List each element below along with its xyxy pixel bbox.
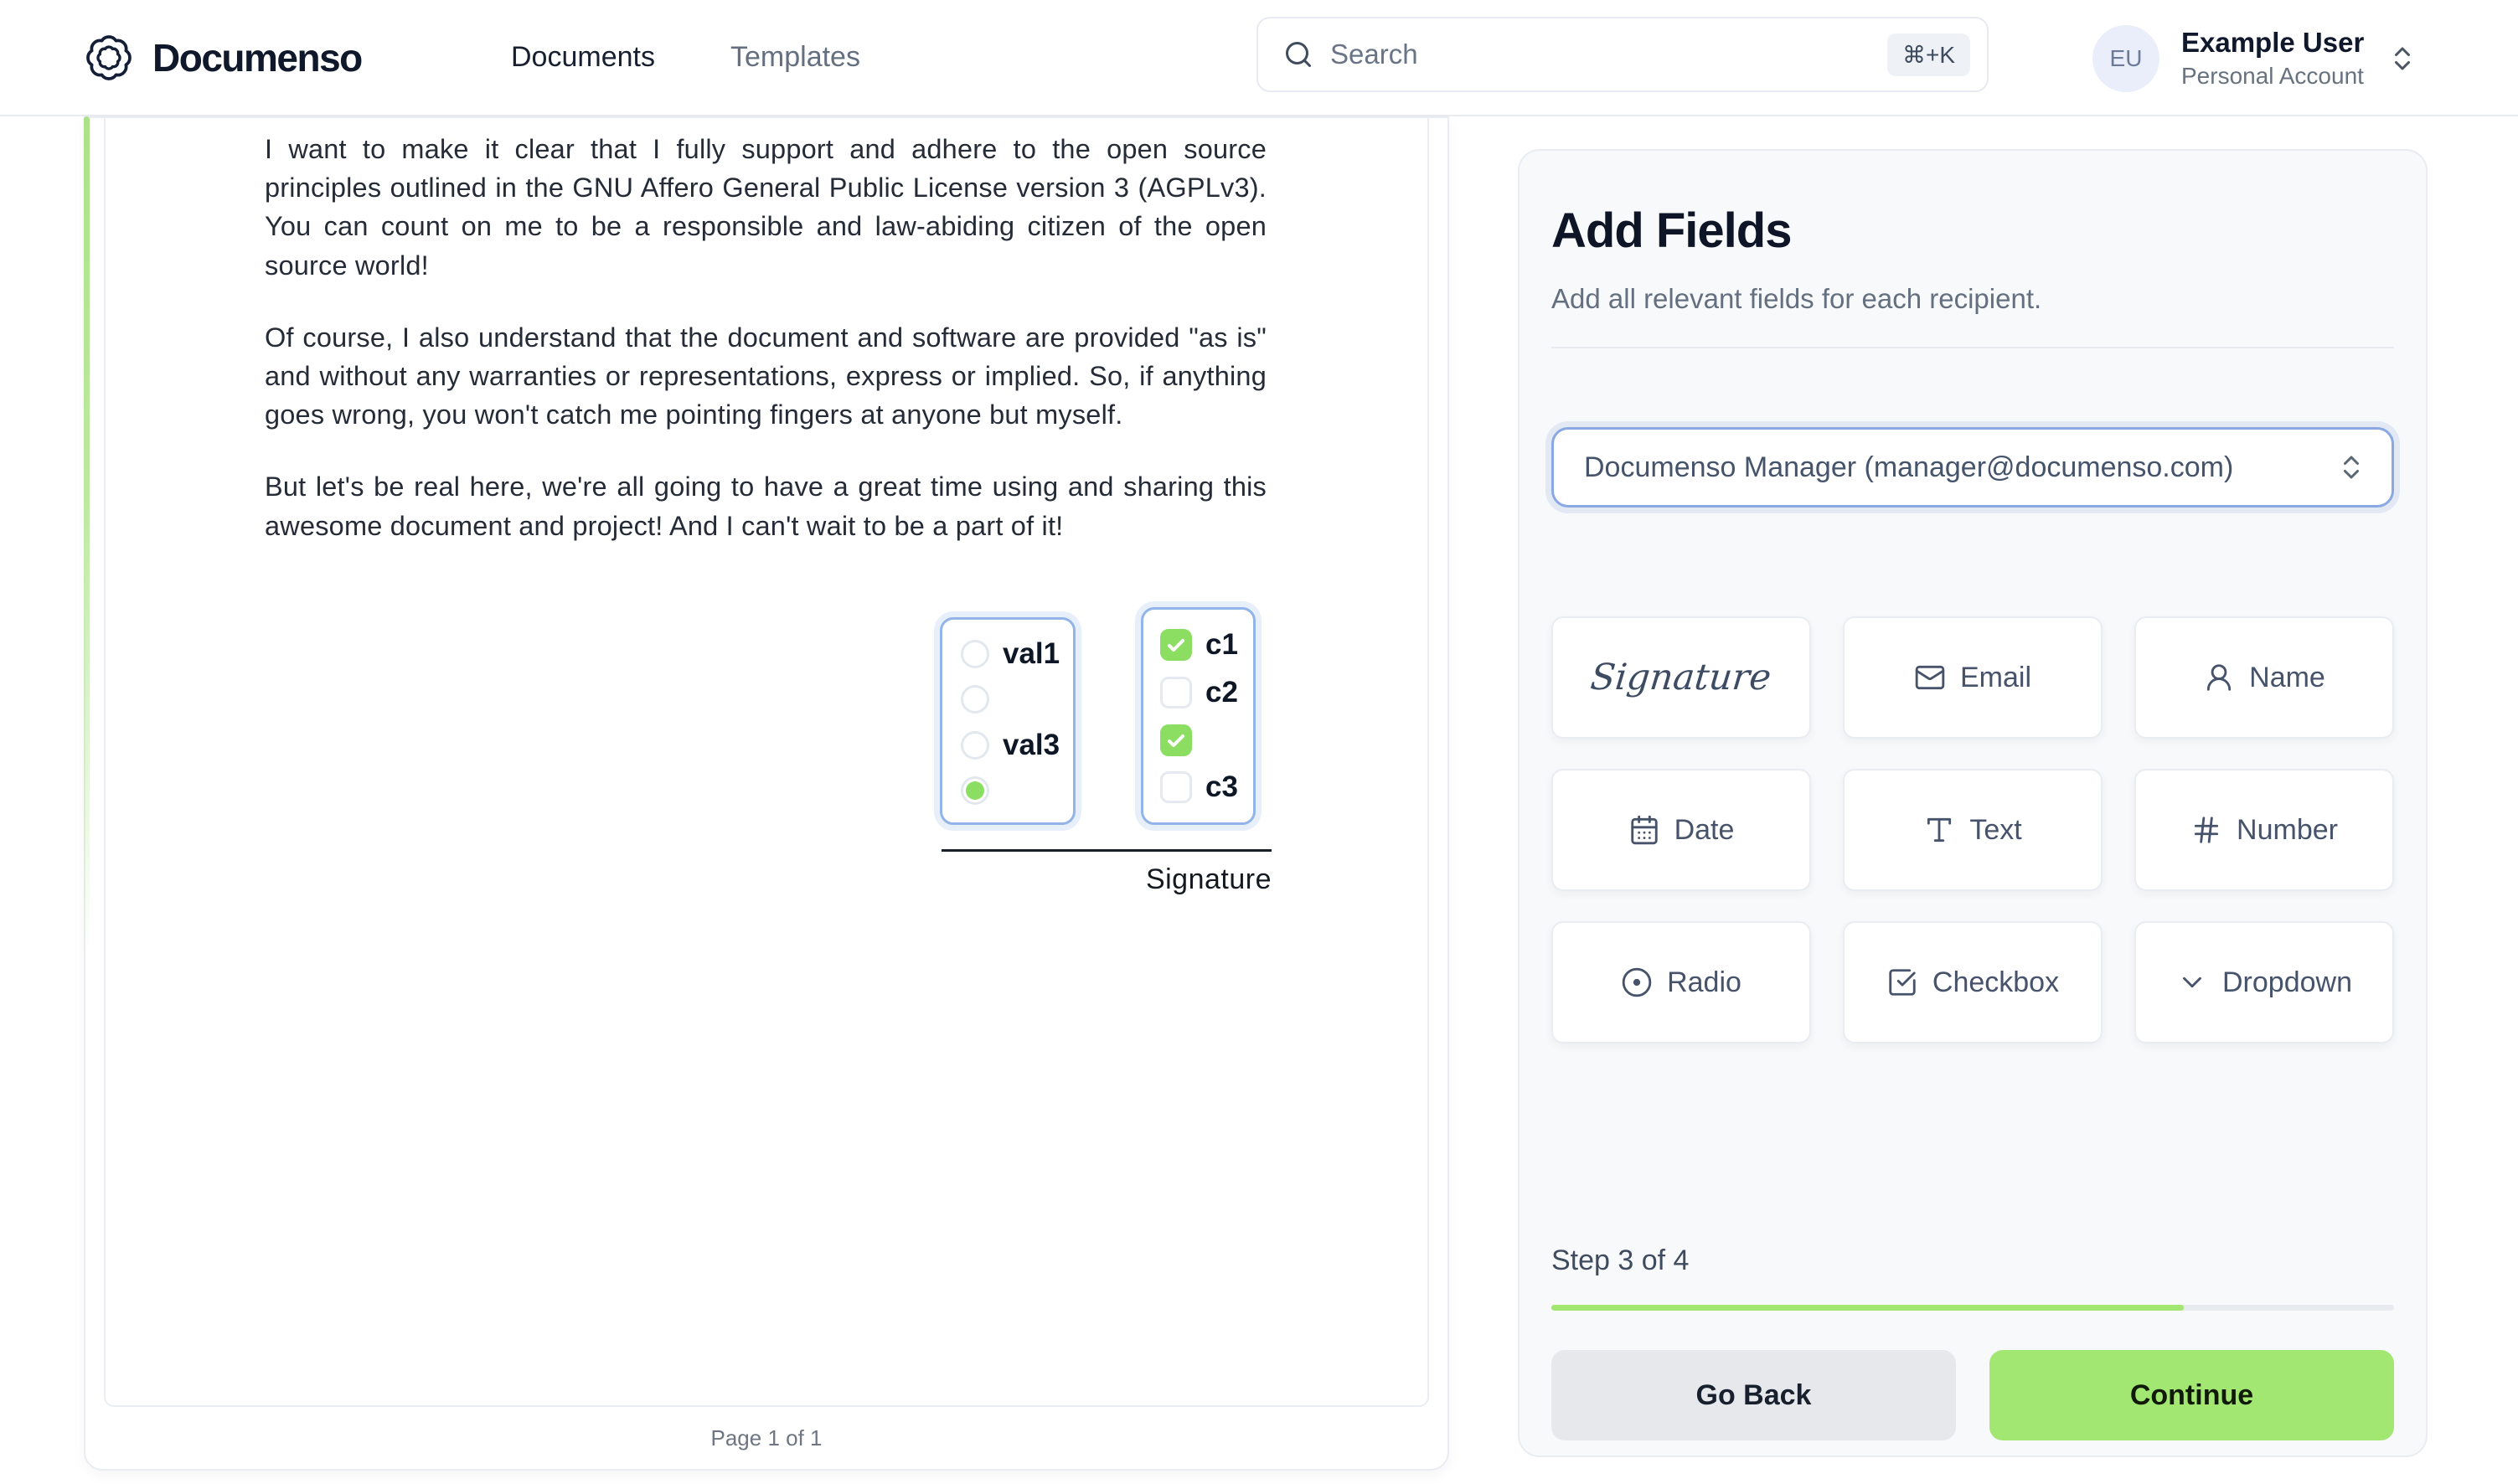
signature-line-label: Signature bbox=[1145, 863, 1272, 895]
chevrons-up-down-icon bbox=[2387, 44, 2417, 74]
checkbox[interactable] bbox=[1160, 677, 1192, 709]
field-button-dropdown[interactable]: Dropdown bbox=[2134, 921, 2394, 1043]
top-navbar: Documenso Documents Templates ⌘+K EU Exa… bbox=[0, 0, 2518, 116]
checkbox[interactable] bbox=[1160, 770, 1192, 803]
field-button-text[interactable]: Text bbox=[1843, 769, 2103, 891]
document-text: I want to make it clear that I fully sup… bbox=[265, 130, 1267, 579]
checkbox-icon bbox=[1886, 966, 1918, 998]
radio-option[interactable]: val1 bbox=[961, 637, 1073, 671]
checkbox-option[interactable] bbox=[1160, 724, 1253, 756]
field-button-label: Number bbox=[2237, 813, 2338, 846]
step-indicator: Step 3 of 4 bbox=[1551, 1244, 1690, 1276]
nav-link-templates[interactable]: Templates bbox=[730, 41, 860, 73]
user-account-type: Personal Account bbox=[2181, 63, 2364, 89]
field-button-label: Email bbox=[1959, 661, 2032, 693]
page-indicator: Page 1 of 1 bbox=[710, 1425, 823, 1451]
search-input[interactable] bbox=[1313, 39, 1887, 70]
document-paragraph: Of course, I also understand that the do… bbox=[265, 322, 1267, 430]
radio-button[interactable] bbox=[961, 775, 989, 805]
nav-link-documents[interactable]: Documents bbox=[511, 41, 655, 73]
brand-name: Documenso bbox=[152, 35, 363, 80]
radio-option-label: val3 bbox=[1003, 728, 1060, 761]
field-button-number[interactable]: Number bbox=[2134, 769, 2394, 891]
panel-title: Add Fields bbox=[1551, 204, 1792, 258]
checkbox-option[interactable]: c1 bbox=[1160, 628, 1253, 662]
user-icon bbox=[2203, 662, 2235, 693]
calendar-icon bbox=[1628, 814, 1660, 846]
progress-bar bbox=[1551, 1305, 2394, 1311]
checkbox-field-group[interactable]: c1 c2 c3 bbox=[1141, 607, 1256, 825]
field-button-email[interactable]: Email bbox=[1843, 616, 2103, 739]
type-icon bbox=[1923, 814, 1955, 846]
checkbox-option-label: c2 bbox=[1205, 676, 1238, 709]
continue-button[interactable]: Continue bbox=[1989, 1350, 2394, 1440]
divider bbox=[1551, 347, 2394, 348]
progress-fill bbox=[1551, 1305, 2184, 1311]
checkbox-option[interactable]: c3 bbox=[1160, 770, 1253, 804]
document-page: I want to make it clear that I fully sup… bbox=[104, 118, 1429, 1407]
radio-button[interactable] bbox=[961, 640, 989, 668]
panel-subtitle: Add all relevant fields for each recipie… bbox=[1551, 283, 2042, 314]
hash-icon bbox=[2190, 814, 2222, 846]
document-paragraph: But let's be real here, we're all going … bbox=[265, 471, 1267, 541]
recipient-selector[interactable]: Documenso Manager (manager@documenso.com… bbox=[1551, 427, 2394, 508]
documenso-logo[interactable]: Documenso bbox=[84, 0, 363, 115]
field-button-label: Checkbox bbox=[1932, 966, 2060, 998]
field-button-date[interactable]: Date bbox=[1551, 769, 1811, 891]
scroll-accent-indicator bbox=[84, 116, 90, 954]
avatar: EU bbox=[2092, 25, 2159, 92]
field-button-label: Dropdown bbox=[2222, 966, 2352, 998]
checkbox-option[interactable]: c2 bbox=[1160, 676, 1253, 709]
signature-line bbox=[942, 849, 1272, 852]
recipient-selected-value: Documenso Manager (manager@documenso.com… bbox=[1584, 451, 2234, 483]
checkbox-option-label: c3 bbox=[1205, 770, 1238, 803]
search-icon bbox=[1283, 39, 1313, 70]
field-button-label: Date bbox=[1674, 813, 1735, 846]
field-button-radio[interactable]: Radio bbox=[1551, 921, 1811, 1043]
chevrons-up-down-icon bbox=[2336, 452, 2366, 482]
radio-option[interactable] bbox=[961, 685, 1073, 714]
search-shortcut-badge: ⌘+K bbox=[1886, 33, 1970, 76]
radio-field-group[interactable]: val1 val3 bbox=[940, 617, 1076, 825]
search-box[interactable]: ⌘+K bbox=[1256, 17, 1989, 92]
field-button-checkbox[interactable]: Checkbox bbox=[1843, 921, 2103, 1043]
field-button-label: Radio bbox=[1667, 966, 1741, 998]
user-account-menu[interactable]: EU Example User Personal Account bbox=[2092, 20, 2417, 97]
radio-option-label: val1 bbox=[1003, 637, 1060, 670]
document-viewer-card: I want to make it clear that I fully sup… bbox=[84, 116, 1449, 1471]
add-fields-panel: Add Fields Add all relevant fields for e… bbox=[1518, 149, 2428, 1457]
field-button-label: Text bbox=[1969, 813, 2022, 846]
field-button-label: Name bbox=[2249, 661, 2325, 693]
radio-option[interactable] bbox=[961, 775, 1073, 805]
field-button-signature[interactable]: Signature bbox=[1551, 616, 1811, 739]
field-button-name[interactable]: Name bbox=[2134, 616, 2394, 739]
checkbox-option-label: c1 bbox=[1205, 628, 1238, 661]
go-back-button[interactable]: Go Back bbox=[1551, 1350, 1956, 1440]
documenso-badge-icon bbox=[84, 33, 134, 83]
user-name: Example User bbox=[2181, 27, 2365, 58]
chevron-down-icon bbox=[2176, 966, 2208, 998]
mail-icon bbox=[1914, 662, 1946, 693]
checkbox[interactable] bbox=[1160, 724, 1192, 756]
radio-button[interactable] bbox=[961, 730, 989, 760]
checkbox[interactable] bbox=[1160, 629, 1192, 661]
document-paragraph: I want to make it clear that I fully sup… bbox=[265, 134, 1267, 281]
radio-icon bbox=[1621, 966, 1653, 998]
field-type-grid: Signature Email Name Date Text bbox=[1551, 616, 2394, 1043]
signature-script: Signature bbox=[1588, 657, 1774, 698]
radio-button[interactable] bbox=[961, 685, 989, 714]
radio-option[interactable]: val3 bbox=[961, 729, 1073, 762]
